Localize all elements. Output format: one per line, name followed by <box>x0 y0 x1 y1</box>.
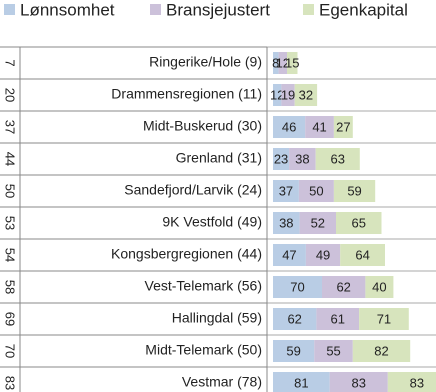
value-label: 82 <box>374 343 388 358</box>
bar-segment <box>315 148 360 170</box>
bar-segment <box>289 148 316 170</box>
bar-segment <box>273 276 322 298</box>
bar-segment <box>273 84 282 106</box>
bar-segment <box>278 52 287 74</box>
rank: 54 <box>3 248 18 262</box>
value-label: 41 <box>312 119 326 134</box>
value-label: 12 <box>270 87 284 102</box>
bar-segment <box>273 180 299 202</box>
rank: 50 <box>3 184 18 198</box>
value-label: 71 <box>377 311 391 326</box>
legend-swatch <box>150 4 161 15</box>
rank: 69 <box>3 312 18 326</box>
value-label: 62 <box>336 279 350 294</box>
bar-segment <box>359 308 409 330</box>
rank: 70 <box>3 344 18 358</box>
rank: 20 <box>3 88 18 102</box>
value-label: 64 <box>355 247 369 262</box>
bar-segment <box>294 84 318 106</box>
category-label: Ringerike/Hole (9) <box>149 54 262 70</box>
bar-segment <box>281 84 295 106</box>
value-label: 38 <box>279 215 293 230</box>
bar-segment <box>305 116 334 138</box>
value-label: 49 <box>316 247 330 262</box>
bar-segment <box>273 372 330 392</box>
bar-segment <box>298 180 334 202</box>
rank: 7 <box>3 59 18 66</box>
bar-segment <box>305 244 341 266</box>
legend-label: Lønnsomhet <box>20 0 115 19</box>
category-label: Vest-Telemark (56) <box>145 278 262 294</box>
category-label: Hallingdal (59) <box>172 310 262 326</box>
value-label: 37 <box>279 183 293 198</box>
value-label: 27 <box>336 119 350 134</box>
bar-segment <box>273 340 315 362</box>
category-label: Drammensregionen (11) <box>111 86 262 102</box>
category-label: Grenland (31) <box>176 150 262 166</box>
value-label: 52 <box>311 215 325 230</box>
bar-segment <box>273 212 300 234</box>
bar-segment <box>340 244 385 266</box>
bar-segment <box>333 180 376 202</box>
legend-label: Egenkapital <box>319 0 408 19</box>
value-label: 62 <box>287 311 301 326</box>
legend-swatch <box>4 4 15 15</box>
bar-segment <box>329 372 388 392</box>
bar-segment <box>333 116 353 138</box>
bar-segment <box>273 148 290 170</box>
bar-segment <box>314 340 353 362</box>
value-label: 8 <box>272 55 279 70</box>
category-label: Sandefjord/Larvik (24) <box>124 182 262 198</box>
category-label: Kongsbergregionen (44) <box>111 246 262 262</box>
bar-segment <box>322 276 366 298</box>
value-label: 55 <box>326 343 340 358</box>
value-label: 12 <box>276 55 290 70</box>
value-label: 65 <box>352 215 366 230</box>
value-label: 15 <box>285 55 299 70</box>
legend-swatch <box>303 4 314 15</box>
category-label: Vestmar (78) <box>182 374 262 390</box>
bar-segment <box>387 372 436 392</box>
value-label: 83 <box>410 375 424 390</box>
category-label: Midt-Buskerud (30) <box>143 118 262 134</box>
value-label: 40 <box>372 279 386 294</box>
value-label: 47 <box>282 247 296 262</box>
value-label: 50 <box>309 183 323 198</box>
value-label: 59 <box>347 183 361 198</box>
value-label: 81 <box>294 375 308 390</box>
bar-segment <box>273 52 279 74</box>
value-label: 61 <box>331 311 345 326</box>
value-label: 32 <box>299 87 313 102</box>
value-label: 38 <box>295 151 309 166</box>
value-label: 59 <box>286 343 300 358</box>
bar-segment <box>299 212 336 234</box>
category-label: Midt-Telemark (50) <box>145 342 262 358</box>
value-label: 19 <box>281 87 295 102</box>
legend-label: Bransjejustert <box>166 0 270 19</box>
bar-segment <box>287 52 298 74</box>
bar-segment <box>352 340 411 362</box>
rank: 83 <box>3 376 18 390</box>
bar-segment <box>273 116 306 138</box>
value-label: 63 <box>331 151 345 166</box>
bar-segment <box>273 244 306 266</box>
category-label: 9K Vestfold (49) <box>162 214 262 230</box>
bar-segment <box>365 276 394 298</box>
bar-segment <box>336 212 382 234</box>
rank: 53 <box>3 216 18 230</box>
value-label: 70 <box>290 279 304 294</box>
bar-segment <box>273 308 317 330</box>
rank: 58 <box>3 280 18 294</box>
rank: 37 <box>3 120 18 134</box>
rank: 44 <box>3 152 18 166</box>
value-label: 83 <box>352 375 366 390</box>
value-label: 23 <box>274 151 288 166</box>
value-label: 46 <box>282 119 296 134</box>
bar-segment <box>316 308 360 330</box>
